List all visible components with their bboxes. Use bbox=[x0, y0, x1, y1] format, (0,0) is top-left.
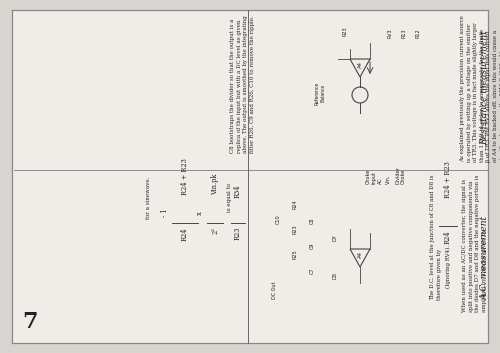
Text: C10: C10 bbox=[276, 214, 280, 224]
Text: A.C. measurement: A.C. measurement bbox=[480, 216, 490, 300]
Text: (Ignoring RV4).: (Ignoring RV4). bbox=[446, 245, 450, 288]
Text: AC: AC bbox=[378, 177, 382, 184]
Text: x: x bbox=[196, 211, 204, 215]
Text: R24 + R23: R24 + R23 bbox=[181, 158, 189, 195]
Text: C8: C8 bbox=[310, 217, 314, 224]
Text: R24: R24 bbox=[444, 230, 452, 244]
Text: The D.C. level at the junction of C8 and D8 is
therefore given by: The D.C. level at the junction of C8 and… bbox=[430, 175, 442, 300]
Text: A4: A4 bbox=[358, 251, 362, 258]
Text: D7: D7 bbox=[332, 234, 338, 241]
Text: R24 + R23: R24 + R23 bbox=[444, 161, 452, 198]
Text: R25: R25 bbox=[292, 249, 298, 259]
Text: C9: C9 bbox=[310, 243, 314, 249]
Text: - 1: - 1 bbox=[161, 209, 169, 217]
Text: R24: R24 bbox=[292, 199, 298, 209]
Text: R24: R24 bbox=[181, 227, 189, 241]
Text: 2²: 2² bbox=[211, 227, 219, 234]
Text: Choke: Choke bbox=[400, 169, 406, 184]
Text: Divider: Divider bbox=[396, 166, 400, 184]
Text: R34: R34 bbox=[234, 184, 242, 198]
Text: is equal to: is equal to bbox=[228, 184, 232, 213]
Text: DC Out: DC Out bbox=[272, 281, 278, 299]
Text: R12: R12 bbox=[416, 28, 420, 38]
Text: D8: D8 bbox=[332, 272, 338, 279]
Text: R13: R13 bbox=[402, 28, 406, 38]
Text: C8 bootstraps the divider so that the output is a
replica of the input but with : C8 bootstraps the divider so that the ou… bbox=[230, 15, 255, 153]
Text: Reference
Balance: Reference Balance bbox=[314, 82, 326, 104]
Text: R23: R23 bbox=[342, 26, 347, 36]
Text: As explained previously the precision current source
is operated by setting up a: As explained previously the precision cu… bbox=[460, 15, 500, 162]
Text: A4: A4 bbox=[358, 61, 362, 68]
Text: C7: C7 bbox=[310, 268, 314, 274]
Text: Resistance measurement: Resistance measurement bbox=[480, 31, 490, 145]
Text: RV3: RV3 bbox=[388, 28, 392, 38]
Text: R23: R23 bbox=[292, 225, 298, 234]
Text: Vin.: Vin. bbox=[386, 175, 390, 184]
Text: R23: R23 bbox=[234, 227, 242, 240]
Text: for a sinewave.: for a sinewave. bbox=[146, 177, 150, 219]
Text: Choke: Choke bbox=[366, 169, 370, 184]
Text: 7: 7 bbox=[22, 311, 38, 333]
Text: Vin.pk: Vin.pk bbox=[211, 174, 219, 195]
Text: Input: Input bbox=[372, 171, 376, 184]
Text: When used as an AC/DC converter, the signal is
split into positive and negative : When used as an AC/DC converter, the sig… bbox=[462, 175, 487, 312]
